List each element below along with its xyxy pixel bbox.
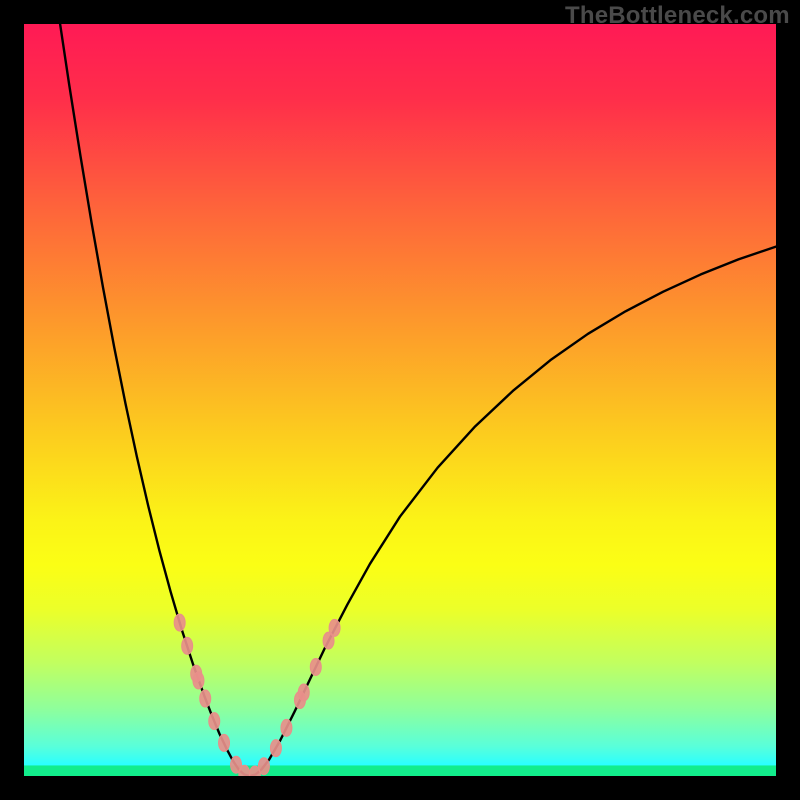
chart-svg xyxy=(24,24,776,776)
chart-background xyxy=(24,24,776,776)
data-marker xyxy=(281,719,292,736)
green-band xyxy=(24,765,776,776)
data-marker xyxy=(182,637,193,654)
chart-plot-area xyxy=(24,24,776,776)
data-marker xyxy=(239,765,250,776)
data-marker xyxy=(200,690,211,707)
data-marker xyxy=(193,672,204,689)
data-marker xyxy=(209,713,220,730)
data-marker xyxy=(258,758,269,775)
data-marker xyxy=(298,684,309,701)
data-marker xyxy=(174,614,185,631)
data-marker xyxy=(329,619,340,636)
data-marker xyxy=(219,734,230,751)
data-marker xyxy=(310,658,321,675)
watermark-text: TheBottleneck.com xyxy=(565,2,790,30)
data-marker xyxy=(270,740,281,757)
